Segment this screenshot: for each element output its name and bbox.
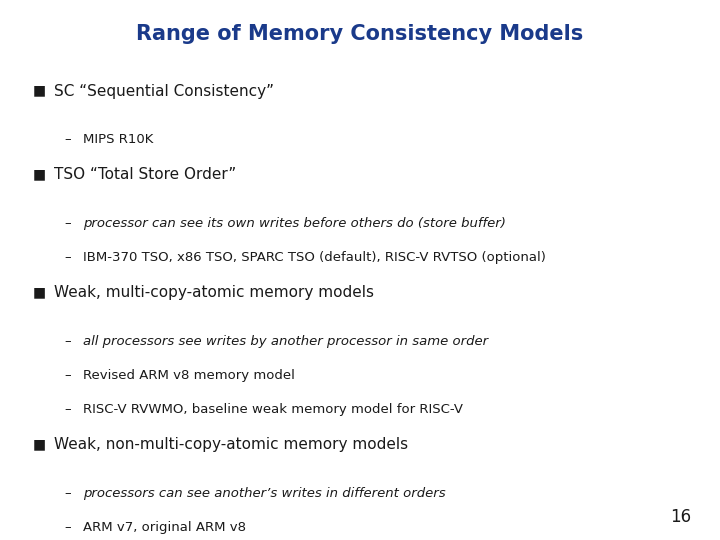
Text: Revised ARM v8 memory model: Revised ARM v8 memory model: [83, 369, 294, 382]
Text: 16: 16: [670, 509, 691, 526]
Text: ■: ■: [32, 167, 45, 181]
Text: RISC-V RVWMO, baseline weak memory model for RISC-V: RISC-V RVWMO, baseline weak memory model…: [83, 403, 463, 416]
Text: –: –: [65, 217, 71, 230]
Text: Weak, multi-copy-atomic memory models: Weak, multi-copy-atomic memory models: [54, 285, 374, 300]
Text: –: –: [65, 521, 71, 534]
Text: ■: ■: [32, 84, 45, 98]
Text: –: –: [65, 251, 71, 264]
Text: –: –: [65, 369, 71, 382]
Text: –: –: [65, 487, 71, 500]
Text: SC “Sequential Consistency”: SC “Sequential Consistency”: [54, 84, 274, 99]
Text: ARM v7, original ARM v8: ARM v7, original ARM v8: [83, 521, 246, 534]
Text: –: –: [65, 335, 71, 348]
Text: ■: ■: [32, 285, 45, 299]
Text: MIPS R10K: MIPS R10K: [83, 133, 153, 146]
Text: all processors see writes by another processor in same order: all processors see writes by another pro…: [83, 335, 488, 348]
Text: Range of Memory Consistency Models: Range of Memory Consistency Models: [136, 24, 584, 44]
Text: –: –: [65, 403, 71, 416]
Text: TSO “Total Store Order”: TSO “Total Store Order”: [54, 167, 236, 183]
Text: IBM-370 TSO, x86 TSO, SPARC TSO (default), RISC-V RVTSO (optional): IBM-370 TSO, x86 TSO, SPARC TSO (default…: [83, 251, 546, 264]
Text: Weak, non-multi-copy-atomic memory models: Weak, non-multi-copy-atomic memory model…: [54, 437, 408, 452]
Text: processors can see another’s writes in different orders: processors can see another’s writes in d…: [83, 487, 446, 500]
Text: –: –: [65, 133, 71, 146]
Text: ■: ■: [32, 437, 45, 451]
Text: processor can see its own writes before others do (store buffer): processor can see its own writes before …: [83, 217, 505, 230]
